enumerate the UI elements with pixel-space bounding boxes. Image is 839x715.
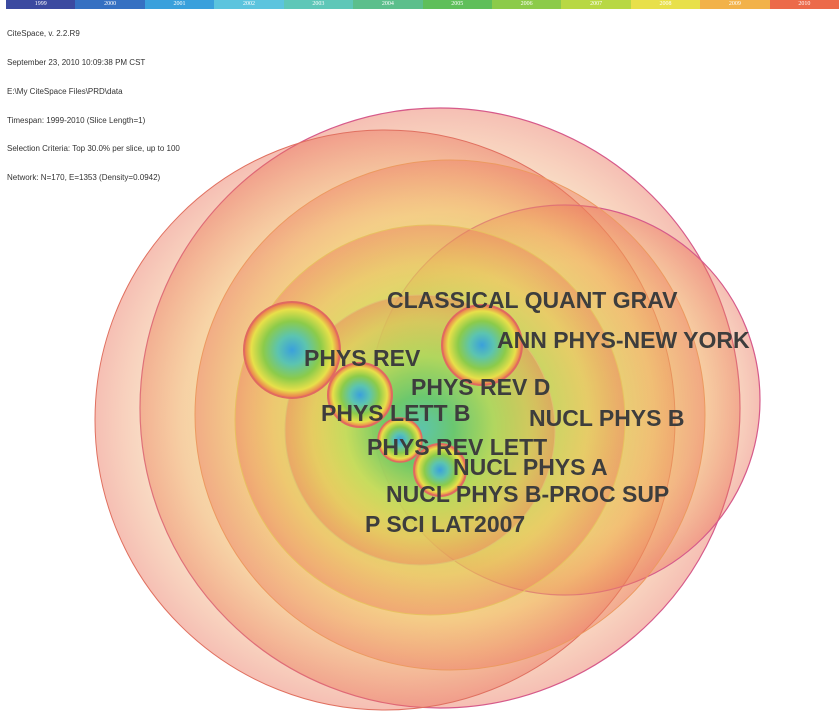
node-circle[interactable] — [327, 362, 393, 428]
node-label-nucl-phys-b[interactable]: NUCL PHYS B — [529, 405, 685, 431]
timeline-segment-2001: 2001 — [144, 0, 215, 9]
timeline-segment-2008: 2008 — [630, 0, 701, 9]
node-label-phys-rev-lett[interactable]: PHYS REV LETT — [367, 434, 547, 460]
node-label-p-sci-lat2007[interactable]: P SCI LAT2007 — [365, 511, 525, 537]
node-label-classical-quant-grav[interactable]: CLASSICAL QUANT GRAV — [387, 287, 678, 313]
timeline-segment-2010: 2010 — [769, 0, 839, 9]
meta-date: September 23, 2010 10:09:38 PM CST — [7, 57, 146, 67]
timeline-segment-2002: 2002 — [214, 0, 284, 9]
node-label-ann-phys-new-york[interactable]: ANN PHYS-NEW YORK — [497, 327, 750, 353]
meta-selection: Selection Criteria: Top 30.0% per slice,… — [7, 144, 180, 154]
node-label-nucl-phys-a[interactable]: NUCL PHYS A — [453, 454, 608, 480]
node-circle[interactable] — [441, 304, 523, 386]
meta-path: E:\My CiteSpace Files\PRD\data — [7, 86, 123, 96]
meta-version: CiteSpace, v. 2.2.R9 — [7, 29, 80, 39]
meta-network: Network: N=170, E=1353 (Density=0.0942) — [7, 173, 161, 183]
timeline-segment-2009: 2009 — [700, 0, 770, 9]
node-circle[interactable] — [243, 301, 341, 399]
timeline-segment-2004: 2004 — [353, 0, 423, 9]
timeline-segment-2000: 2000 — [75, 0, 145, 9]
timeline-segment-2005: 2005 — [422, 0, 492, 9]
meta-timespan: Timespan: 1999-2010 (Slice Length=1) — [7, 115, 146, 125]
node-label-nucl-phys-b-proc-sup[interactable]: NUCL PHYS B-PROC SUP — [386, 481, 669, 507]
node-circle[interactable] — [377, 417, 423, 463]
node-label-phys-rev[interactable]: PHYS REV — [304, 345, 421, 371]
node-circle[interactable] — [413, 443, 467, 497]
timeline-segment-2003: 2003 — [283, 0, 354, 9]
node-label-phys-rev-d[interactable]: PHYS REV D — [411, 374, 550, 400]
timeline-segment-2007: 2007 — [561, 0, 631, 9]
timeline-segment-2006: 2006 — [491, 0, 562, 9]
network-metadata: CiteSpace, v. 2.2.R9 September 23, 2010 … — [7, 10, 180, 192]
timeline-color-bar: 1999 2000 2001 2002 2003 2004 2005 2006 2007 2008… — [6, 0, 839, 9]
timeline-segment-1999: 1999 — [6, 0, 76, 9]
node-label-phys-lett-b[interactable]: PHYS LETT B — [321, 400, 471, 426]
